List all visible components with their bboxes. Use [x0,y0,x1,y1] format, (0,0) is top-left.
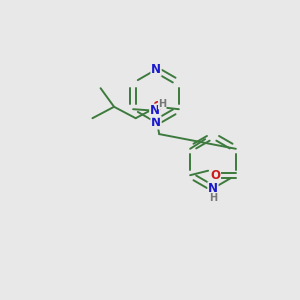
Text: O: O [152,100,162,113]
Text: N: N [208,182,218,195]
Text: N: N [150,104,160,117]
Text: H: H [158,99,166,109]
Text: N: N [151,63,161,76]
Text: O: O [211,169,220,182]
Text: N: N [151,116,161,129]
Text: H: H [209,193,217,203]
